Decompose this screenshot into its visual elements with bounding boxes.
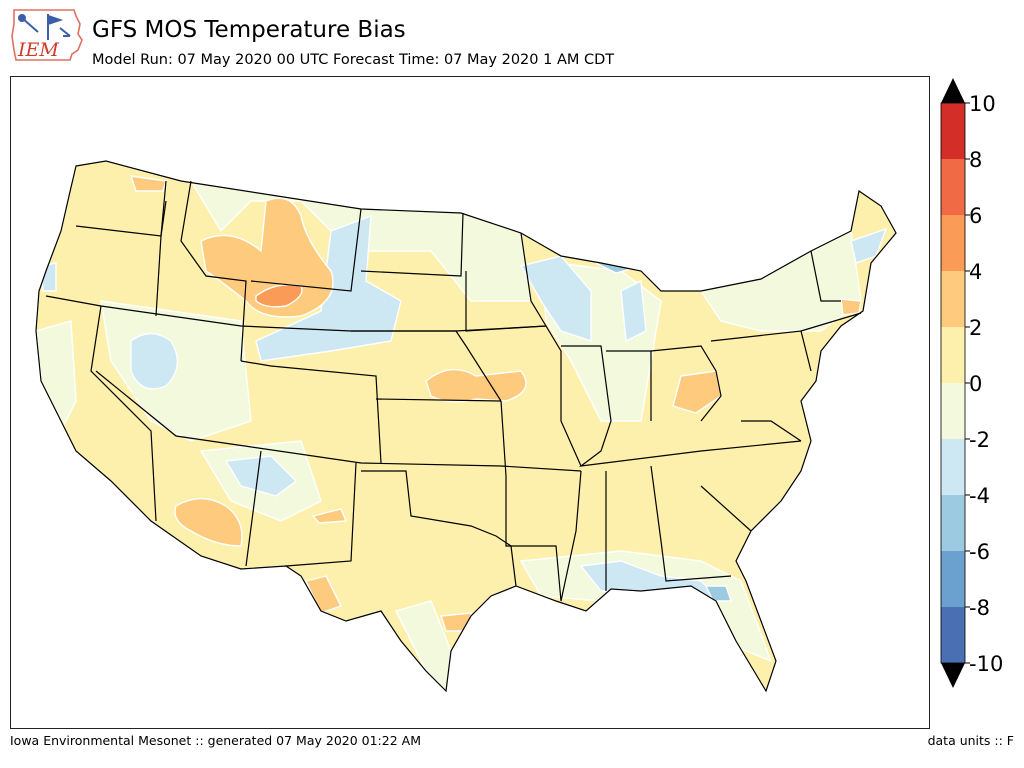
colorbar-segment <box>941 327 965 383</box>
colorbar-tick-label: 8 <box>969 148 982 172</box>
weather-station-icon <box>18 14 71 40</box>
bias-zone-california-cool <box>40 262 57 292</box>
colorbar-segment <box>941 159 965 215</box>
state-boundaries <box>35 160 897 693</box>
colorbar-tick-label: -6 <box>969 540 990 564</box>
colorbar-extend-high <box>941 78 965 103</box>
bias-zone-northeast <box>699 230 862 332</box>
bias-zone-massachusetts-warm <box>840 298 862 316</box>
bias-zone-wyoming-hot <box>255 284 303 308</box>
colorbar-extend-low <box>941 663 965 688</box>
colorbar-segment <box>941 495 965 551</box>
page-subtitle: Model Run: 07 May 2020 00 UTC Forecast T… <box>92 52 615 68</box>
map-panel <box>10 76 930 729</box>
colorbar: 10 8 6 4 2 0 -2 -4 -6 -8 -10 <box>940 78 1003 688</box>
colorbar-segment <box>941 551 965 607</box>
bias-zone-gulf <box>519 550 773 663</box>
colorbar-segment <box>941 607 965 663</box>
bias-zone-west-coast <box>36 320 77 433</box>
page-title: GFS MOS Temperature Bias <box>92 17 406 43</box>
bias-zone-ohio-valley-warm <box>672 370 722 414</box>
colorbar-tick-label: 4 <box>969 260 982 284</box>
bias-map <box>35 160 897 693</box>
colorbar-tick-label: -2 <box>969 428 990 452</box>
bias-zone-great-basin-cool <box>130 332 179 390</box>
footer-units: data units :: F <box>927 733 1014 748</box>
colorbar-tick-label: 10 <box>969 92 996 116</box>
bias-zone-maine-cool <box>850 227 888 264</box>
bias-zone-arizona-warm <box>174 497 243 547</box>
colorbar-tick-label: 2 <box>969 316 982 340</box>
bias-zone-colorado-plateau-cool <box>224 455 298 497</box>
colorbar-segment <box>941 439 965 495</box>
bias-zone-south-texas-warm <box>440 612 472 632</box>
colorbar-tick-label: 6 <box>969 204 982 228</box>
colorbar-segment <box>941 271 965 327</box>
bias-zone-central-plains-warm <box>425 368 527 403</box>
iem-logo: IEM <box>11 9 83 61</box>
footer-credit: Iowa Environmental Mesonet :: generated … <box>10 733 421 748</box>
colorbar-tick-label: -8 <box>969 596 990 620</box>
colorbar-tick-label: -4 <box>969 484 990 508</box>
colorbar-tick-label: -10 <box>969 652 1003 676</box>
colorbar-tick-label: 0 <box>969 372 982 396</box>
colorbar-segment <box>941 103 965 159</box>
bias-zone-new-mexico-warm <box>311 508 348 524</box>
colorbar-segment <box>941 215 965 271</box>
colorbar-segment <box>941 383 965 439</box>
bias-zone-washington-warm <box>129 175 167 192</box>
bias-zone-florida-cool <box>704 585 732 602</box>
logo-text: IEM <box>17 39 59 61</box>
bias-zone-michigan-cool <box>620 279 647 343</box>
